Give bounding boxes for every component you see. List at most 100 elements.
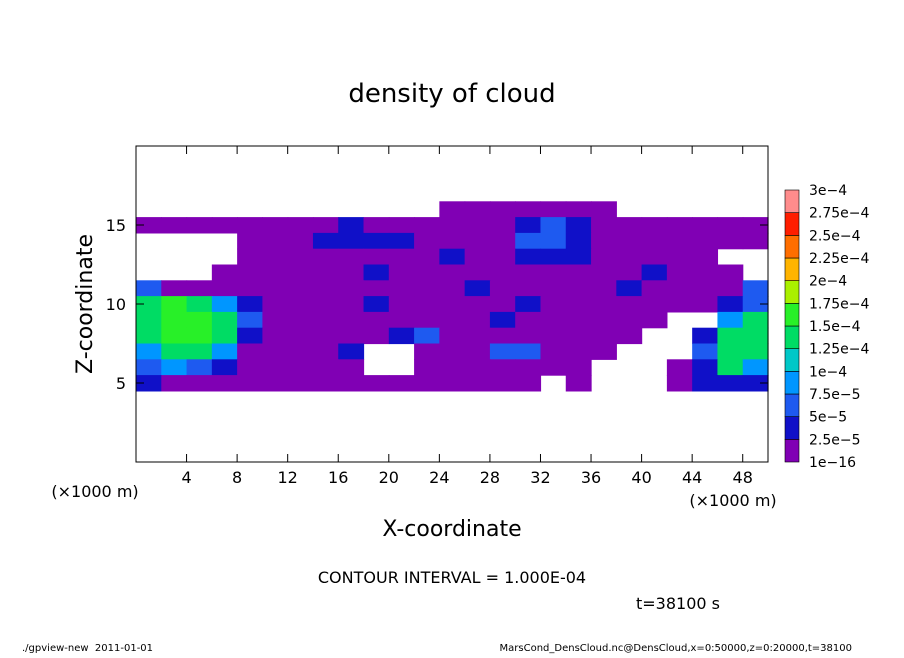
heat-cell — [363, 311, 390, 329]
heat-cell — [338, 280, 365, 297]
heat-cell — [312, 343, 339, 360]
heat-cell — [439, 280, 466, 297]
heat-cell — [161, 343, 188, 360]
y-tick-label: 15 — [106, 216, 126, 235]
heat-cell — [262, 359, 289, 376]
heat-cell — [742, 343, 769, 360]
heat-cell — [641, 248, 668, 266]
heat-cell — [540, 296, 567, 313]
footer-right: MarsCond_DensCloud.nc@DensCloud,x=0:5000… — [500, 643, 852, 654]
heat-cell — [237, 280, 263, 297]
heat-cell — [666, 232, 693, 250]
heat-cell — [161, 311, 188, 329]
colorbar-label: 7.5e−5 — [809, 387, 861, 403]
heat-cell — [338, 375, 365, 392]
heat-cell — [136, 280, 162, 297]
heat-cell — [540, 217, 567, 234]
colorbar-label: 1e−16 — [809, 455, 856, 471]
heat-cell — [565, 343, 592, 360]
heat-cell — [211, 327, 238, 345]
heat-cell — [489, 280, 516, 297]
x-tick-label: 20 — [379, 468, 399, 487]
heat-cell — [540, 343, 567, 360]
heat-cell — [186, 296, 213, 313]
heat-cell — [591, 343, 617, 360]
heat-cell — [338, 217, 365, 234]
heat-cell — [388, 311, 415, 329]
x-tick-label: 44 — [682, 468, 702, 487]
heat-cell — [186, 327, 213, 345]
heat-cell — [312, 280, 339, 297]
heat-cell — [338, 264, 365, 281]
x-tick-label: 8 — [232, 468, 242, 487]
heat-cell — [565, 375, 592, 392]
colorbar-swatch — [784, 280, 800, 304]
heat-cell — [211, 375, 238, 392]
x-tick-label: 24 — [429, 468, 449, 487]
heat-cell — [338, 359, 365, 376]
heat-cell — [237, 311, 263, 329]
heat-cell — [136, 359, 162, 376]
heat-cell — [363, 327, 390, 345]
heat-cell — [591, 217, 617, 234]
heat-cell — [211, 311, 238, 329]
heat-cell — [692, 280, 719, 297]
heat-cell — [464, 201, 491, 218]
colorbar-swatch — [784, 235, 800, 259]
heat-cell — [287, 217, 314, 234]
heat-cell — [717, 217, 744, 234]
heat-cell — [439, 217, 466, 234]
heat-cell — [439, 359, 466, 376]
heat-cell — [641, 264, 668, 281]
time-label: t=38100 s — [636, 594, 720, 613]
heat-cell — [186, 343, 213, 360]
colorbar-label: 1.25e−4 — [809, 342, 870, 358]
heat-cell — [565, 296, 592, 313]
colorbar-swatch — [784, 393, 800, 417]
heat-cell — [287, 311, 314, 329]
heat-cell — [489, 327, 516, 345]
heat-cell — [540, 311, 567, 329]
heat-cell — [338, 343, 365, 360]
heat-cell — [717, 296, 744, 313]
heat-cell — [742, 296, 769, 313]
heat-cell — [262, 327, 289, 345]
heat-cell — [388, 232, 415, 250]
heat-cell — [515, 232, 542, 250]
heat-cell — [262, 217, 289, 234]
heat-cell — [591, 248, 617, 266]
heat-cell — [591, 264, 617, 281]
heat-cell — [211, 343, 238, 360]
heat-cell — [742, 311, 769, 329]
heat-cell — [312, 248, 339, 266]
heat-cell — [565, 232, 592, 250]
heat-cell — [515, 311, 542, 329]
heat-cell — [565, 327, 592, 345]
heat-cell — [742, 375, 769, 392]
heat-cell — [414, 264, 440, 281]
colorbar-label: 1.5e−4 — [809, 319, 861, 335]
heat-cell — [136, 343, 162, 360]
heat-cell — [717, 311, 744, 329]
colorbar-swatch — [784, 189, 800, 213]
heat-cell — [591, 280, 617, 297]
heat-cell — [338, 296, 365, 313]
heat-cell — [363, 280, 390, 297]
heat-cell — [641, 296, 668, 313]
heat-cell — [161, 359, 188, 376]
heat-cell — [540, 280, 567, 297]
heat-cell — [717, 327, 744, 345]
colorbar-label: 2e−4 — [809, 274, 847, 290]
heat-cell — [591, 296, 617, 313]
heat-cell — [262, 280, 289, 297]
heat-cell — [136, 296, 162, 313]
heat-cell — [262, 343, 289, 360]
heat-cell — [464, 359, 491, 376]
x-tick-label: 32 — [530, 468, 550, 487]
heat-cell — [641, 232, 668, 250]
heat-cell — [666, 280, 693, 297]
heat-cell — [136, 327, 162, 345]
heat-cell — [312, 327, 339, 345]
heat-cell — [414, 217, 440, 234]
heat-cell — [565, 201, 592, 218]
